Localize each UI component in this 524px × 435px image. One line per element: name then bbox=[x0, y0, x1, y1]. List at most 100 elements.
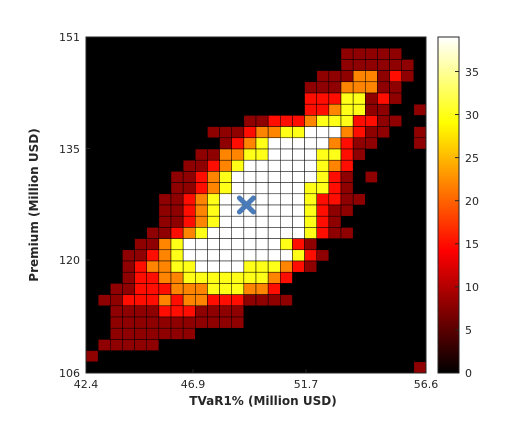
heatmap-cell bbox=[243, 115, 257, 127]
heatmap-cell bbox=[97, 339, 111, 351]
heatmap-cell bbox=[207, 316, 220, 329]
x-tick-label: 56.6 bbox=[414, 378, 439, 391]
heatmap-cell bbox=[267, 182, 281, 195]
heatmap-cell bbox=[182, 271, 196, 284]
heatmap-cell bbox=[377, 103, 390, 116]
heatmap-cell bbox=[122, 249, 135, 262]
heatmap-cell bbox=[255, 249, 269, 262]
heatmap-cell bbox=[195, 215, 208, 228]
heatmap-cell bbox=[146, 271, 160, 284]
heatmap-cell bbox=[231, 227, 245, 239]
heatmap-cell bbox=[255, 159, 269, 172]
heatmap-cell bbox=[134, 238, 147, 251]
heatmap-cell bbox=[304, 103, 317, 116]
heatmap-cell bbox=[182, 238, 196, 251]
heatmap-cell bbox=[207, 238, 220, 251]
y-tick-label: 120 bbox=[59, 254, 80, 267]
heatmap-cell bbox=[389, 59, 402, 71]
heatmap-cell bbox=[389, 115, 402, 127]
heatmap-cell bbox=[231, 283, 245, 295]
heatmap-cell bbox=[389, 70, 402, 83]
heatmap-cell bbox=[255, 171, 269, 183]
heatmap-cell bbox=[146, 249, 160, 262]
heatmap-cell bbox=[243, 283, 257, 295]
heatmap-cell bbox=[182, 249, 196, 262]
x-tick-label: 46.9 bbox=[181, 378, 206, 391]
heatmap-cell bbox=[182, 305, 196, 318]
heatmap-cell bbox=[122, 283, 135, 295]
heatmap-cell bbox=[243, 148, 257, 161]
heatmap-cell bbox=[255, 294, 269, 307]
heatmap-cell bbox=[170, 227, 184, 239]
heatmap-cell bbox=[170, 327, 184, 340]
heatmap-cell bbox=[243, 249, 257, 262]
heatmap-cell bbox=[243, 260, 257, 273]
heatmap-cell bbox=[365, 81, 378, 94]
heatmap-cell bbox=[328, 92, 342, 105]
heatmap-cell bbox=[340, 137, 354, 150]
heatmap-cell bbox=[316, 126, 330, 139]
heatmap-cell bbox=[328, 70, 342, 83]
heatmap-cell bbox=[219, 215, 232, 228]
heatmap-cell bbox=[292, 137, 305, 150]
heatmap-cell bbox=[328, 171, 342, 183]
heatmap-cell bbox=[280, 159, 293, 172]
heatmap-cell bbox=[280, 171, 293, 183]
heatmap-cell bbox=[280, 260, 293, 273]
heatmap-cell bbox=[365, 47, 378, 60]
heatmap-cell bbox=[316, 171, 330, 183]
heatmap-cell bbox=[255, 283, 269, 295]
heatmap-cell bbox=[85, 350, 99, 363]
heatmap-cell bbox=[328, 115, 342, 127]
marker-stroke bbox=[236, 195, 256, 215]
heatmap-cell bbox=[243, 159, 257, 172]
heatmap-cell bbox=[267, 115, 281, 127]
heatmap-cell bbox=[231, 260, 245, 273]
heatmap-cell bbox=[267, 227, 281, 239]
heatmap-cell bbox=[207, 294, 220, 307]
heatmap-cell bbox=[243, 227, 257, 239]
heatmap-cell bbox=[110, 316, 123, 329]
heatmap-cell bbox=[304, 193, 317, 206]
heatmap-cell bbox=[280, 193, 293, 206]
heatmap-cell bbox=[195, 283, 208, 295]
heatmap-cell bbox=[134, 294, 147, 307]
heatmap-cell bbox=[304, 182, 317, 195]
heatmap-cell bbox=[207, 215, 220, 228]
heatmap-cell bbox=[219, 126, 232, 139]
heatmap-cell bbox=[195, 260, 208, 273]
heatmap-cell bbox=[219, 137, 232, 150]
heatmap-cell bbox=[340, 59, 354, 71]
heatmap-cell bbox=[304, 81, 317, 94]
heatmap-cell bbox=[110, 294, 123, 307]
heatmap-cell bbox=[316, 182, 330, 195]
heatmap-cell bbox=[316, 115, 330, 127]
heatmap-cell bbox=[316, 92, 330, 105]
heatmap-cell bbox=[243, 294, 257, 307]
heatmap-cell bbox=[280, 215, 293, 228]
x-axis-label: TVaR1% (Million USD) bbox=[189, 394, 336, 408]
heatmap-cell bbox=[292, 115, 305, 127]
heatmap-cell bbox=[170, 260, 184, 273]
heatmap-cell bbox=[255, 204, 269, 217]
heatmap-cell bbox=[182, 215, 196, 228]
x-tick-label: 51.7 bbox=[294, 378, 319, 391]
heatmap-cell bbox=[328, 193, 342, 206]
heatmap-cell bbox=[243, 215, 257, 228]
heatmap-cell bbox=[170, 171, 184, 183]
heatmap-cell bbox=[182, 182, 196, 195]
colorbar-tick-label: 25 bbox=[465, 152, 479, 165]
heatmap-cell bbox=[207, 148, 220, 161]
heatmap-cell bbox=[304, 238, 317, 251]
y-tick-label: 106 bbox=[59, 367, 80, 380]
heatmap-cell bbox=[267, 204, 281, 217]
heatmap-cell bbox=[316, 137, 330, 150]
heatmap-cell bbox=[292, 171, 305, 183]
heatmap-cell bbox=[158, 271, 172, 284]
heatmap-cell bbox=[316, 204, 330, 217]
heatmap-cell bbox=[182, 327, 196, 340]
heatmap-cell bbox=[243, 238, 257, 251]
heatmap-cell bbox=[170, 305, 184, 318]
heatmap-cell bbox=[207, 171, 220, 183]
